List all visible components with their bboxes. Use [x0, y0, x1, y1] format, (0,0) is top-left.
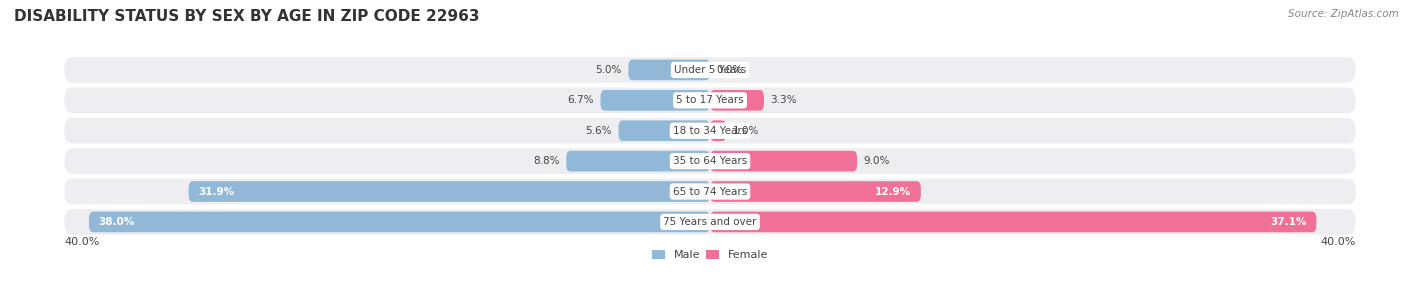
Text: DISABILITY STATUS BY SEX BY AGE IN ZIP CODE 22963: DISABILITY STATUS BY SEX BY AGE IN ZIP C… — [14, 9, 479, 24]
FancyBboxPatch shape — [65, 209, 1355, 235]
FancyBboxPatch shape — [89, 212, 710, 232]
FancyBboxPatch shape — [65, 118, 1355, 143]
FancyBboxPatch shape — [619, 120, 710, 141]
Text: 31.9%: 31.9% — [198, 187, 235, 196]
Text: 5.6%: 5.6% — [585, 126, 612, 136]
Text: 3.3%: 3.3% — [770, 95, 797, 105]
FancyBboxPatch shape — [188, 181, 710, 202]
Legend: Male, Female: Male, Female — [647, 245, 773, 264]
Text: 35 to 64 Years: 35 to 64 Years — [673, 156, 747, 166]
Text: 12.9%: 12.9% — [875, 187, 911, 196]
Text: 40.0%: 40.0% — [65, 237, 100, 247]
FancyBboxPatch shape — [710, 90, 763, 111]
Text: 8.8%: 8.8% — [533, 156, 560, 166]
Text: 5.0%: 5.0% — [595, 65, 621, 75]
Text: 5 to 17 Years: 5 to 17 Years — [676, 95, 744, 105]
FancyBboxPatch shape — [600, 90, 710, 111]
FancyBboxPatch shape — [65, 148, 1355, 174]
FancyBboxPatch shape — [710, 120, 727, 141]
FancyBboxPatch shape — [65, 179, 1355, 204]
Text: Source: ZipAtlas.com: Source: ZipAtlas.com — [1288, 9, 1399, 19]
FancyBboxPatch shape — [710, 181, 921, 202]
FancyBboxPatch shape — [710, 151, 858, 171]
Text: 65 to 74 Years: 65 to 74 Years — [673, 187, 747, 196]
FancyBboxPatch shape — [710, 212, 1316, 232]
Text: 40.0%: 40.0% — [1320, 237, 1355, 247]
Text: 37.1%: 37.1% — [1270, 217, 1306, 227]
Text: Under 5 Years: Under 5 Years — [673, 65, 747, 75]
FancyBboxPatch shape — [65, 88, 1355, 113]
FancyBboxPatch shape — [65, 57, 1355, 83]
Text: 0.0%: 0.0% — [717, 65, 742, 75]
Text: 9.0%: 9.0% — [863, 156, 890, 166]
FancyBboxPatch shape — [567, 151, 710, 171]
Text: 6.7%: 6.7% — [568, 95, 593, 105]
Text: 38.0%: 38.0% — [98, 217, 135, 227]
Text: 18 to 34 Years: 18 to 34 Years — [673, 126, 747, 136]
Text: 1.0%: 1.0% — [733, 126, 759, 136]
FancyBboxPatch shape — [628, 60, 710, 80]
Text: 75 Years and over: 75 Years and over — [664, 217, 756, 227]
